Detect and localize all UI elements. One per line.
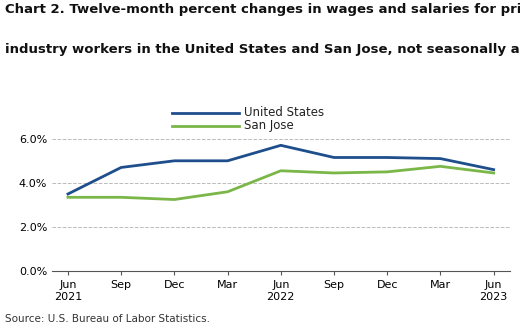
San Jose (225, 190, 231, 194)
United States (65, 192, 71, 196)
United States (331, 156, 337, 160)
United States (171, 159, 177, 163)
San Jose (384, 170, 391, 174)
United States (437, 157, 444, 161)
Text: San Jose: San Jose (244, 119, 294, 132)
United States (118, 165, 124, 169)
Line: United States: United States (68, 145, 493, 194)
San Jose (490, 171, 497, 175)
San Jose (171, 198, 177, 201)
United States (225, 159, 231, 163)
San Jose (65, 195, 71, 199)
Text: industry workers in the United States and San Jose, not seasonally adjusted: industry workers in the United States an… (5, 43, 520, 56)
Text: Source: U.S. Bureau of Labor Statistics.: Source: U.S. Bureau of Labor Statistics. (5, 314, 210, 324)
United States (384, 156, 391, 160)
United States (278, 143, 284, 147)
San Jose (437, 164, 444, 168)
Text: Chart 2. Twelve-month percent changes in wages and salaries for private: Chart 2. Twelve-month percent changes in… (5, 3, 520, 16)
San Jose (331, 171, 337, 175)
United States (490, 168, 497, 172)
San Jose (118, 195, 124, 199)
Text: United States: United States (244, 106, 324, 119)
San Jose (278, 169, 284, 173)
Line: San Jose: San Jose (68, 166, 493, 199)
